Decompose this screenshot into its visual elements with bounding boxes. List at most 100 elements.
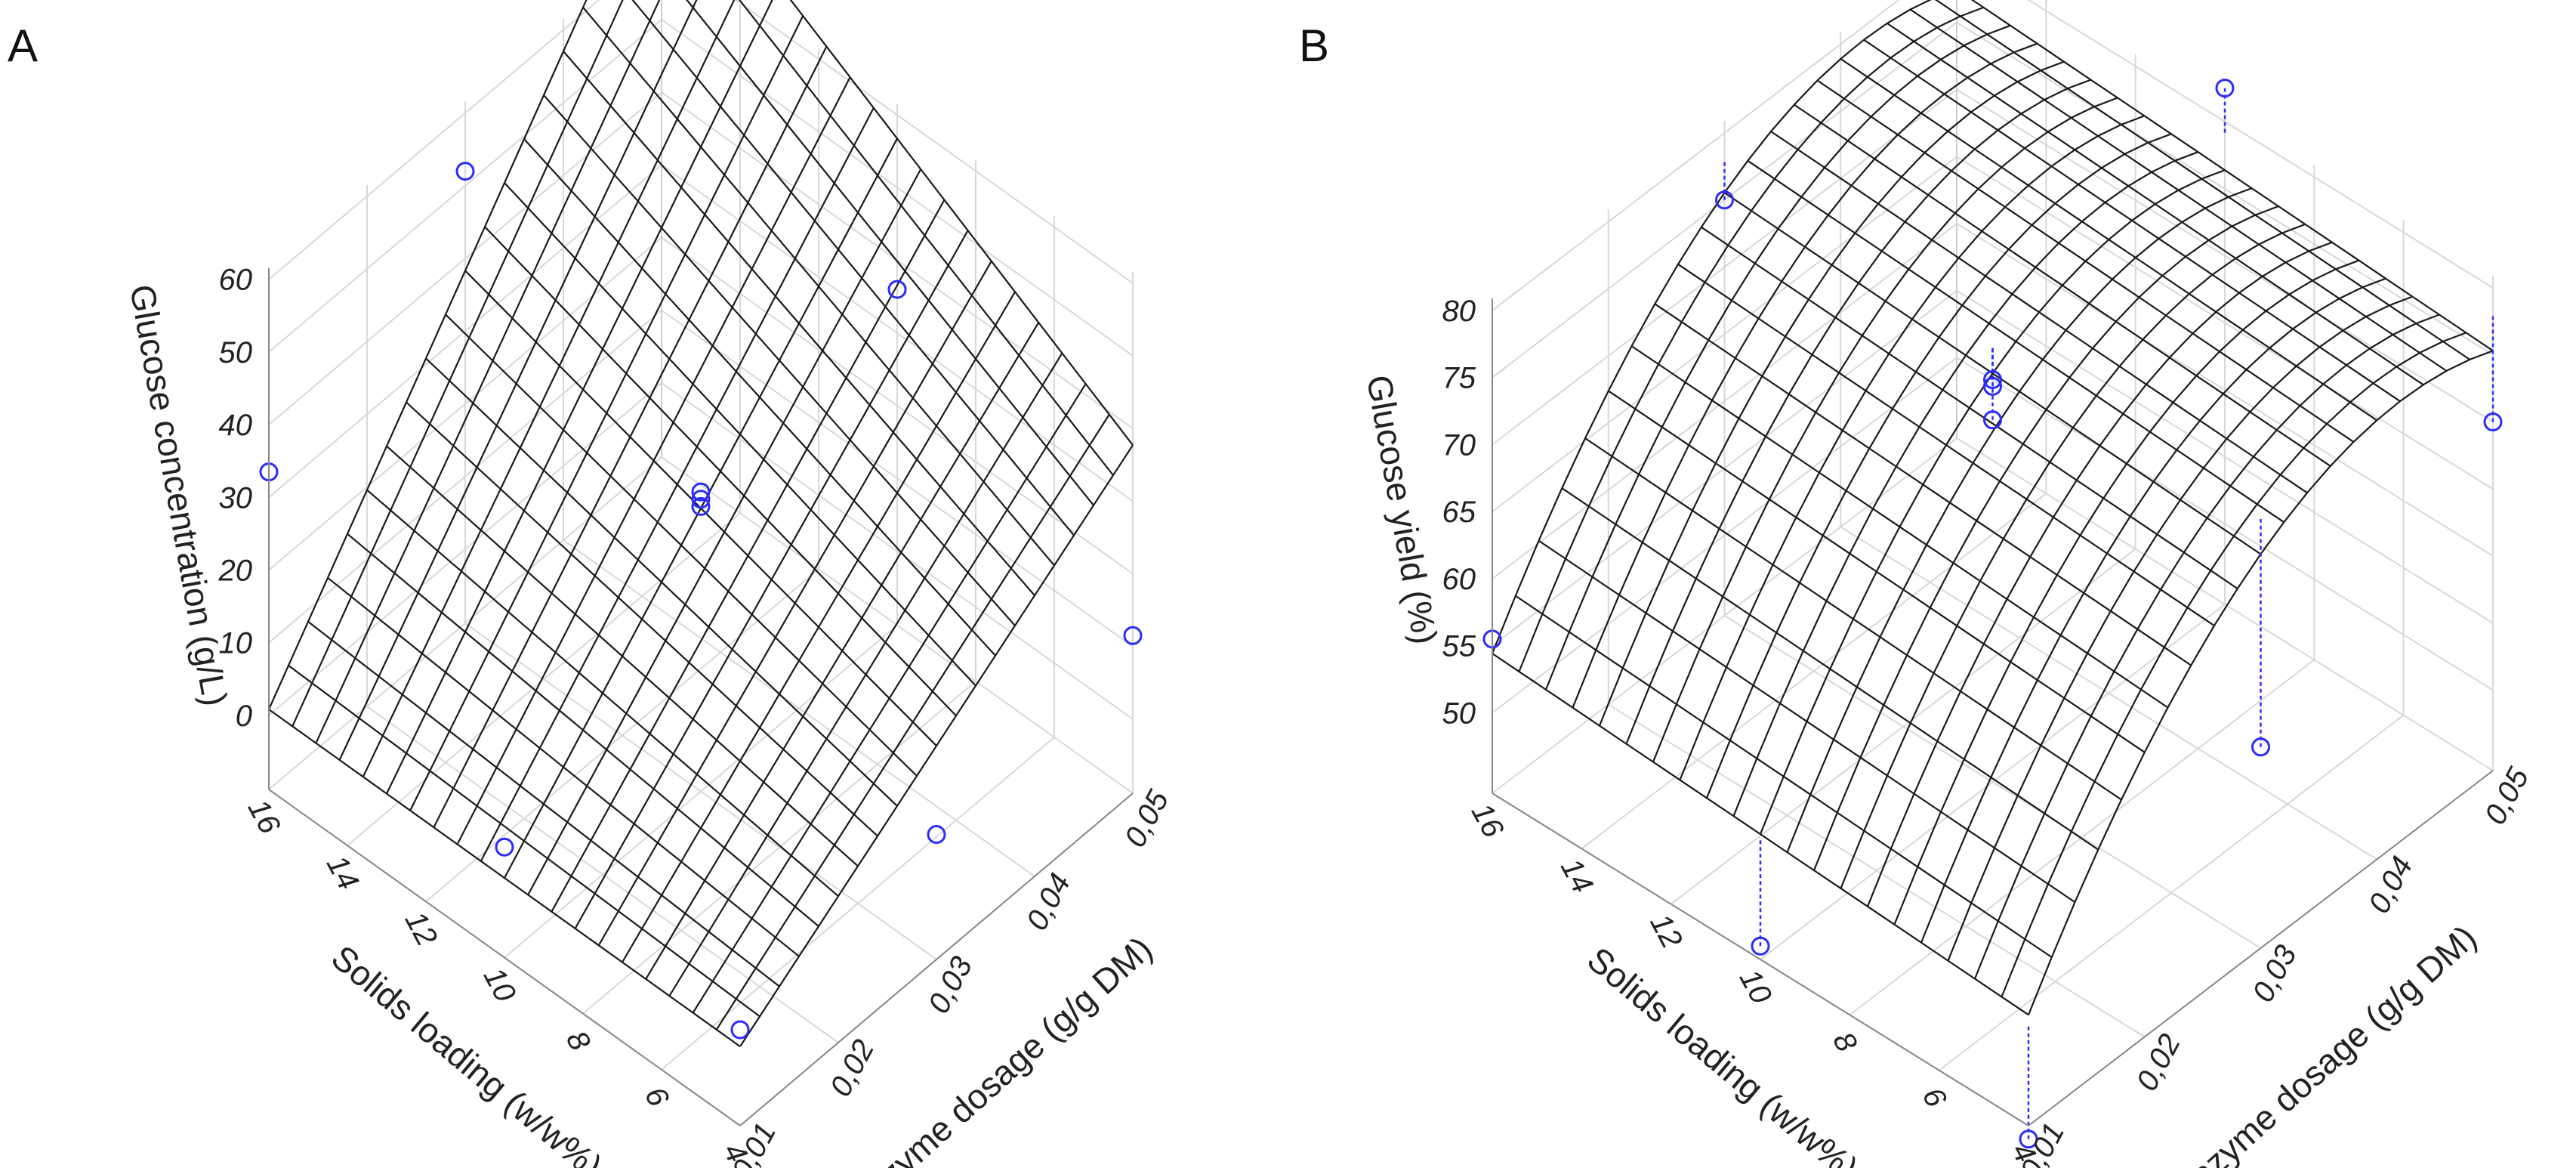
x-axis-label: Enzyme dosage (g/g DM) xyxy=(841,929,1159,1168)
surface-mesh-line xyxy=(1732,151,2198,817)
wall-grid-line xyxy=(1492,223,1957,579)
data-point xyxy=(887,280,907,299)
surface-mesh-line xyxy=(1652,97,2118,762)
y-tick-label: 10 xyxy=(477,962,523,1007)
floor-grid-line xyxy=(504,624,898,959)
surface-mesh-line xyxy=(2001,332,2466,997)
panel-a: 0 10 20 30 40 50 60 4 6 8 10 12 14 16 0,01 0,02 0,03 0,04… xyxy=(8,0,1176,1168)
surface-mesh-line xyxy=(1759,169,2226,835)
surface-mesh-line xyxy=(686,0,1094,506)
y-axis-label: Solids loading (w/w%) xyxy=(1580,939,1865,1168)
surface-mesh-line xyxy=(315,0,661,744)
z-tick-label: 60 xyxy=(1442,563,1476,596)
floor-grid-line xyxy=(1581,493,2047,850)
z-tick-label: 50 xyxy=(219,336,253,369)
z-tick-label: 60 xyxy=(219,264,253,297)
floor-grid-line xyxy=(1849,659,2315,1016)
floor-grid-line xyxy=(1939,714,2405,1071)
x-tick-label: 0,02 xyxy=(824,1034,881,1102)
surface-mesh-line xyxy=(362,0,736,777)
surface-mesh-line xyxy=(267,0,588,710)
y-tick-label: 10 xyxy=(1733,964,1779,1009)
data-point xyxy=(1751,936,1770,956)
x-tick-label: 0,02 xyxy=(2130,1029,2187,1096)
surface-mesh-line xyxy=(1625,79,2091,745)
panel-label-b: B xyxy=(1299,20,1330,71)
y-axis-line xyxy=(268,789,741,1126)
wall-grid-line xyxy=(1956,289,2494,624)
wall-grid-line xyxy=(1492,0,1900,311)
axes xyxy=(1492,298,2494,1126)
wall-grid-line xyxy=(1956,223,2494,557)
data-point xyxy=(1983,410,2002,430)
surface-mesh-line xyxy=(409,15,804,811)
y-tick-label: 14 xyxy=(1554,853,1600,898)
surface-mesh-line xyxy=(433,46,828,828)
y-tick-label: 8 xyxy=(560,1025,597,1056)
wall-grid-line xyxy=(268,91,662,425)
surface-mesh-line xyxy=(551,199,946,913)
x-tick-label: 0,01 xyxy=(726,1117,782,1168)
z-tick-label: 50 xyxy=(1442,697,1476,730)
panel-b: 50 55 60 65 70 75 80 4 6 8 10 12 14 16 0,01 0,02 0,03 0,0… xyxy=(1288,0,2576,1168)
wall-grid-line xyxy=(661,309,1134,647)
floor-grid-line xyxy=(425,568,819,903)
z-tick-label: 30 xyxy=(219,481,253,514)
y-tick-label: 16 xyxy=(1465,798,1510,844)
surface-mesh-line xyxy=(1893,259,2359,925)
wall-grid-line xyxy=(268,0,600,280)
surface-mesh-line xyxy=(668,352,1063,997)
surface-mesh-line xyxy=(1866,241,2333,907)
surface-mesh-line xyxy=(1920,277,2386,944)
z-tick-label: 40 xyxy=(219,409,253,442)
axes xyxy=(268,268,1134,1126)
x-axis-line xyxy=(2028,770,2494,1126)
z-tick-label: 75 xyxy=(1442,362,1476,395)
z-tick-label: 20 xyxy=(218,554,253,587)
data-point xyxy=(1123,626,1143,645)
x-tick-label: 0,04 xyxy=(1020,868,1077,935)
data-point xyxy=(927,825,946,845)
z-tick-label: 80 xyxy=(1442,295,1476,328)
z-tick-label: 55 xyxy=(1442,630,1476,663)
surface-mesh-line xyxy=(1973,314,2440,979)
wall-grid-line xyxy=(268,19,662,353)
y-tick-label: 12 xyxy=(1643,909,1689,954)
surface-plot-a: 0102030405060468101214160,010,020,030,04… xyxy=(122,0,1176,1168)
surface-mesh-line xyxy=(692,383,1087,1014)
wall-grid-line xyxy=(268,164,662,499)
data-point xyxy=(1715,190,1734,210)
surface-plot-b: 50556065707580468101214160,010,020,030,0… xyxy=(1359,0,2536,1168)
wall-grid-line xyxy=(268,382,662,716)
y-tick-label: 6 xyxy=(1915,1082,1953,1113)
y-tick-label: 6 xyxy=(638,1082,676,1113)
response-surface xyxy=(1491,0,2494,1016)
floor-grid-line xyxy=(661,737,1055,1071)
floor-grid-line xyxy=(347,512,741,846)
observed-points xyxy=(1482,79,2503,1149)
surface-mesh-line xyxy=(1679,115,2145,780)
x-tick-label: 0,05 xyxy=(2479,762,2536,830)
wall-grid-line xyxy=(268,236,662,571)
floor-grid-line xyxy=(1760,604,2226,960)
surface-mesh-line xyxy=(1518,6,1984,672)
surface-mesh-line xyxy=(1812,205,2279,871)
surface-mesh-line xyxy=(574,230,969,929)
surface-mesh-line xyxy=(338,0,698,761)
wall-grid-line xyxy=(1956,357,2494,691)
z-axis-label: Glucose yield (%) xyxy=(1359,372,1445,647)
surface-mesh-line xyxy=(456,76,851,845)
x-axis-label: Enzyme dosage (g/g DM) xyxy=(2165,917,2484,1168)
x-axis-line xyxy=(739,793,1134,1126)
surface-mesh-line xyxy=(1947,295,2413,962)
y-tick-label: 12 xyxy=(399,906,444,951)
surface-mesh-line xyxy=(1544,24,2011,691)
surface-mesh-line xyxy=(739,444,1134,1047)
wall-grid-line xyxy=(1956,88,2494,423)
wall-grid-line xyxy=(1492,156,1957,513)
wall-grid-line xyxy=(734,0,1134,284)
panel-label-a: A xyxy=(8,20,39,71)
data-point xyxy=(495,837,514,857)
wall-grid-line xyxy=(1492,357,1957,714)
response-surface xyxy=(267,0,1134,1047)
